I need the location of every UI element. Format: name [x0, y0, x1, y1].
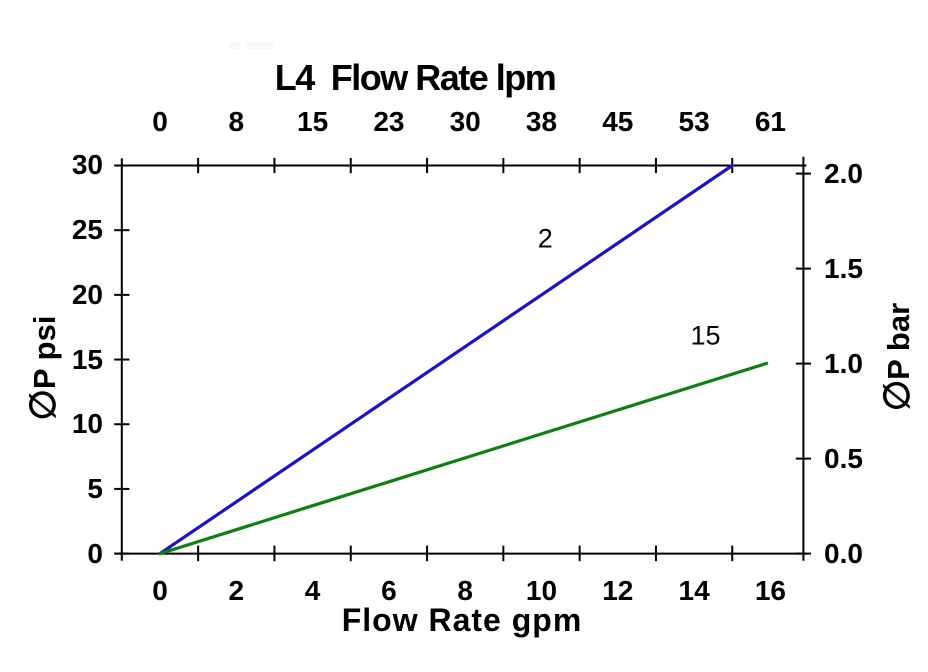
left-axis-tick-label: 25 [71, 214, 103, 246]
bottom-axis-tick-label: 4 [304, 575, 321, 606]
top-axis-tick-label: 53 [678, 106, 710, 137]
series-label-2: 2 [537, 223, 553, 254]
right-axis-title: ∅P bar [876, 302, 917, 412]
series-label-15: 15 [690, 320, 721, 351]
right-axis-tick-label: 2.0 [824, 157, 863, 189]
top-axis-tick-label: 45 [602, 106, 634, 137]
right-axis-tick-label: 0.5 [824, 442, 863, 474]
bottom-axis-tick-label: 10 [525, 575, 558, 606]
bottom-axis-tick-label: 0 [152, 575, 168, 606]
bottom-axis-tick-label: 14 [678, 575, 710, 606]
left-axis-tick-label: 5 [87, 472, 103, 504]
bottom-axis-title: Flow Rate gpm [341, 602, 583, 638]
left-axis-tick-label: 30 [71, 149, 103, 181]
bottom-axis-tick-label: 6 [381, 575, 397, 606]
left-axis-tick-label: 10 [71, 408, 103, 440]
scan-artifact [229, 42, 240, 49]
right-axis-tick-label: 1.5 [824, 252, 863, 284]
bottom-axis-tick-label: 16 [754, 575, 786, 606]
chart-title: L4 Flow Rate lpm [274, 57, 557, 98]
left-axis-tick-label: 15 [71, 343, 103, 375]
right-axis-tick-label: 0.0 [824, 537, 863, 569]
left-axis-tick-label: 20 [71, 278, 103, 310]
series-line-2 [158, 163, 734, 556]
top-axis-tick-label: 30 [449, 106, 481, 137]
series-line-15 [158, 361, 769, 556]
left-axis-title: ∅P psi [22, 315, 63, 421]
top-axis-tick-label: 23 [373, 106, 405, 137]
top-axis-tick-label: 38 [525, 106, 558, 137]
top-axis-tick-label: 8 [228, 106, 245, 137]
bottom-axis-tick-label: 12 [602, 575, 634, 606]
bottom-axis-tick-label: 2 [228, 575, 245, 606]
top-axis-tick-label: 15 [297, 106, 329, 137]
bottom-axis-tick-label: 8 [457, 575, 473, 606]
top-axis-tick-label: 0 [152, 106, 168, 137]
scan-artifact [247, 42, 273, 49]
right-axis-tick-label: 1.0 [824, 347, 863, 379]
left-axis-tick-label: 0 [87, 537, 103, 569]
top-axis-tick-label: 61 [754, 106, 786, 137]
